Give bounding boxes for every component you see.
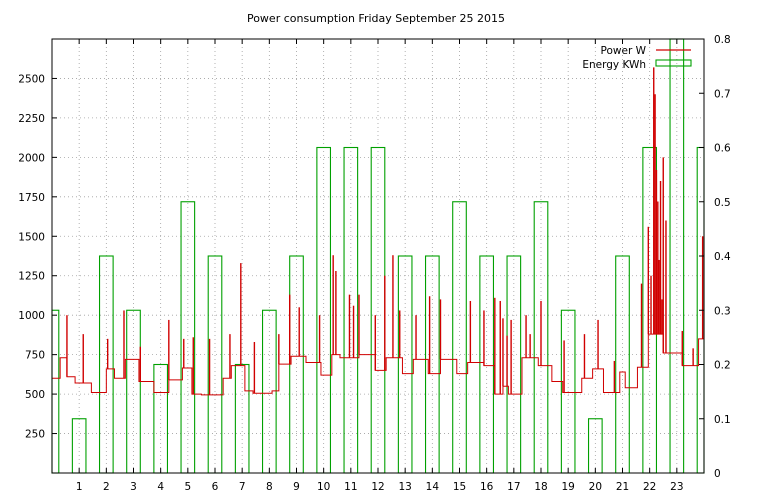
x-tick-label: 23 — [670, 481, 683, 493]
energy-bar — [424, 255, 440, 474]
x-tick-label: 12 — [371, 481, 384, 493]
legend-energy-swatch — [655, 59, 692, 67]
y-right-tick-label: 0.1 — [714, 414, 731, 426]
x-tick-label: 7 — [239, 481, 246, 493]
y-left-tick-label: 2500 — [18, 73, 45, 85]
energy-bar — [289, 255, 304, 474]
x-tick-label: 10 — [317, 481, 330, 493]
energy-bar — [234, 363, 250, 474]
energy-bar — [51, 309, 60, 474]
y-right-tick-label: 0.2 — [714, 360, 731, 372]
legend-power-label: Power W — [601, 45, 647, 57]
energy-bar — [615, 255, 630, 474]
legend: Power W Energy KWh — [582, 45, 692, 71]
energy-bar — [98, 255, 114, 474]
energy-bar — [479, 255, 495, 474]
energy-bar — [370, 146, 386, 474]
x-tick-label: 18 — [534, 481, 547, 493]
x-tick-label: 20 — [589, 481, 602, 493]
energy-bar — [343, 146, 359, 474]
y-left-tick-label: 1000 — [18, 310, 45, 322]
x-tick-label: 17 — [507, 481, 520, 493]
energy-bar — [587, 418, 603, 474]
x-tick-label: 4 — [157, 481, 164, 493]
energy-bar — [452, 201, 467, 474]
chart-title: Power consumption Friday September 25 20… — [247, 12, 505, 25]
y-right-tick-label: 0.5 — [714, 197, 731, 209]
energy-bar — [316, 146, 332, 474]
y-left-tick-label: 2000 — [18, 152, 45, 164]
y-right-tick-label: 0.4 — [714, 251, 731, 263]
y-left-tick-label: 1750 — [18, 192, 45, 204]
y-left-tick-label: 2250 — [18, 113, 45, 125]
y-left-tick-label: 250 — [25, 429, 45, 441]
x-tick-label: 21 — [616, 481, 629, 493]
y-left-tick-label: 750 — [25, 350, 45, 362]
x-tick-label: 22 — [643, 481, 656, 493]
x-tick-label: 16 — [480, 481, 494, 493]
grid-lines — [52, 39, 704, 473]
y-right-tick-label: 0.8 — [714, 34, 731, 46]
y-left-tick-label: 1250 — [18, 271, 45, 283]
y-right-tick-label: 0.6 — [714, 143, 731, 155]
axis-ticks: 1 2 3 4 5 6 7 8 9 10 11 12 13 14 15 16 17 18 19 20 21 22 23250… — [18, 34, 731, 493]
y-left-tick-label: 1500 — [18, 231, 45, 243]
y-right-tick-label: 0.3 — [714, 305, 731, 317]
x-tick-label: 1 — [76, 481, 83, 493]
x-tick-label: 5 — [184, 481, 191, 493]
y-left-tick-label: 500 — [25, 389, 45, 401]
legend-energy-label: Energy KWh — [582, 59, 646, 71]
y-right-tick-label: 0.7 — [714, 88, 731, 100]
x-tick-label: 6 — [212, 481, 219, 493]
x-tick-label: 8 — [266, 481, 273, 493]
x-tick-label: 11 — [344, 481, 357, 493]
x-tick-label: 3 — [130, 481, 137, 493]
energy-bar — [153, 363, 169, 474]
energy-bar — [71, 418, 87, 474]
energy-bar — [397, 255, 413, 474]
x-tick-label: 2 — [103, 481, 110, 493]
x-tick-label: 13 — [398, 481, 411, 493]
x-tick-label: 15 — [453, 481, 466, 493]
x-tick-label: 19 — [561, 481, 574, 493]
x-tick-label: 14 — [426, 481, 440, 493]
x-tick-label: 9 — [293, 481, 300, 493]
y-right-tick-label: 0 — [714, 468, 721, 480]
energy-bar — [506, 255, 522, 474]
power-series — [52, 67, 704, 396]
